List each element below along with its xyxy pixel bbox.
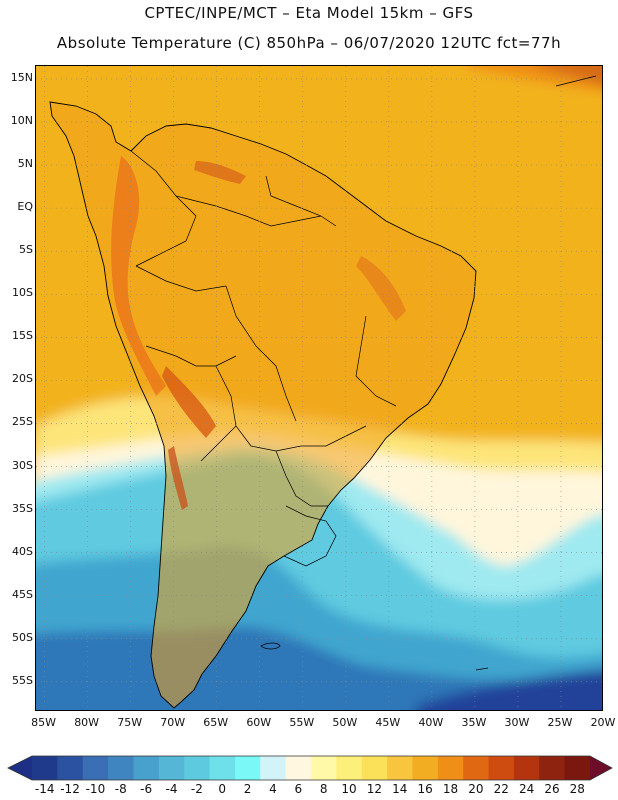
lon-label-50w: 50W	[332, 716, 358, 729]
lon-label-60w: 60W	[246, 716, 272, 729]
scale-label: 12	[366, 782, 383, 796]
lon-label-25w: 25W	[547, 716, 573, 729]
scale-outline	[7, 755, 613, 781]
lon-label-80w: 80W	[74, 716, 100, 729]
scale-label: -8	[114, 782, 127, 796]
lat-label-10n: 10N	[10, 113, 33, 127]
scale-label: 22	[493, 782, 509, 796]
lon-label-85w: 85W	[31, 716, 57, 729]
scale-label: -2	[190, 782, 203, 796]
map-title-line-1: CPTEC/INPE/MCT – Eta Model 15km – GFS	[144, 4, 474, 22]
lat-label-15s: 15S	[12, 329, 33, 343]
scale-label: 28	[569, 782, 585, 796]
scale-swatch	[234, 756, 261, 780]
scale-swatch	[361, 756, 388, 780]
lat-label-5s: 5S	[19, 243, 33, 257]
color-scale-bar	[7, 755, 613, 781]
lat-label-55s: 55S	[12, 673, 33, 687]
lat-label-eq: EQ	[17, 200, 33, 214]
lon-label-65w: 65W	[203, 716, 229, 729]
lon-label-75w: 75W	[117, 716, 143, 729]
scale-low-arrow	[8, 756, 32, 780]
lat-label-30s: 30S	[12, 458, 33, 472]
scale-swatch	[133, 756, 160, 780]
islands	[260, 75, 597, 671]
scale-swatch	[539, 756, 566, 780]
scale-swatch	[488, 756, 515, 780]
scale-swatch	[158, 756, 185, 780]
scale-swatch	[336, 756, 363, 780]
scale-swatch	[513, 756, 540, 780]
scale-swatch	[260, 756, 287, 780]
lon-label-55w: 55W	[289, 716, 315, 729]
scale-swatch	[108, 756, 134, 780]
map-title-line-2: Absolute Temperature (C) 850hPa – 06/07/…	[56, 34, 562, 52]
lat-label-20s: 20S	[12, 372, 33, 386]
lat-label-25s: 25S	[12, 415, 33, 429]
lon-label-45w: 45W	[375, 716, 401, 729]
scale-label: 18	[442, 782, 459, 796]
scale-swatch	[564, 756, 591, 780]
scale-label: 6	[294, 782, 303, 796]
highland-warm-spots	[111, 156, 406, 510]
scale-swatch	[57, 756, 84, 780]
political-borders	[130, 150, 397, 567]
scale-swatch	[82, 756, 109, 780]
temperature-map	[36, 66, 602, 710]
scale-label: 8	[319, 782, 328, 796]
scale-swatch	[285, 756, 312, 780]
lon-label-40w: 40W	[418, 716, 444, 729]
scale-swatch	[412, 756, 439, 780]
scale-label: -10	[85, 782, 106, 796]
scale-label: 26	[544, 782, 560, 796]
scale-label: 16	[417, 782, 433, 796]
lon-label-70w: 70W	[160, 716, 186, 729]
scale-label: 24	[518, 782, 535, 796]
scale-high-arrow	[590, 756, 612, 780]
lon-label-20w: 20W	[590, 716, 616, 729]
scale-swatch	[209, 756, 236, 780]
scale-label: 2	[243, 782, 252, 796]
land-mass	[49, 101, 477, 709]
map-frame	[35, 65, 603, 711]
scale-label: -14	[34, 782, 55, 796]
scale-swatch	[463, 756, 490, 780]
scale-label: 4	[269, 782, 277, 796]
scale-swatch	[437, 756, 464, 780]
scale-swatch	[32, 756, 58, 780]
scale-label: -12	[60, 782, 80, 796]
scale-label: 10	[341, 782, 357, 796]
lat-label-50s: 50S	[12, 630, 33, 644]
lat-label-15n: 15N	[10, 70, 33, 84]
lat-label-10s: 10S	[12, 286, 33, 300]
lon-label-35w: 35W	[461, 716, 487, 729]
scale-swatch	[184, 756, 211, 780]
scale-swatch	[387, 756, 413, 780]
scale-label: 20	[468, 782, 484, 796]
lat-label-5n: 5N	[17, 157, 33, 171]
lat-label-45s: 45S	[12, 587, 33, 601]
scale-label: -6	[140, 782, 153, 796]
lat-label-40s: 40S	[12, 544, 33, 558]
scale-label: 14	[392, 782, 408, 796]
lat-label-35s: 35S	[12, 501, 33, 515]
scale-swatch	[311, 756, 337, 780]
scale-label: -4	[165, 782, 178, 796]
lon-label-30w: 30W	[504, 716, 530, 729]
scale-label: 0	[218, 782, 227, 796]
